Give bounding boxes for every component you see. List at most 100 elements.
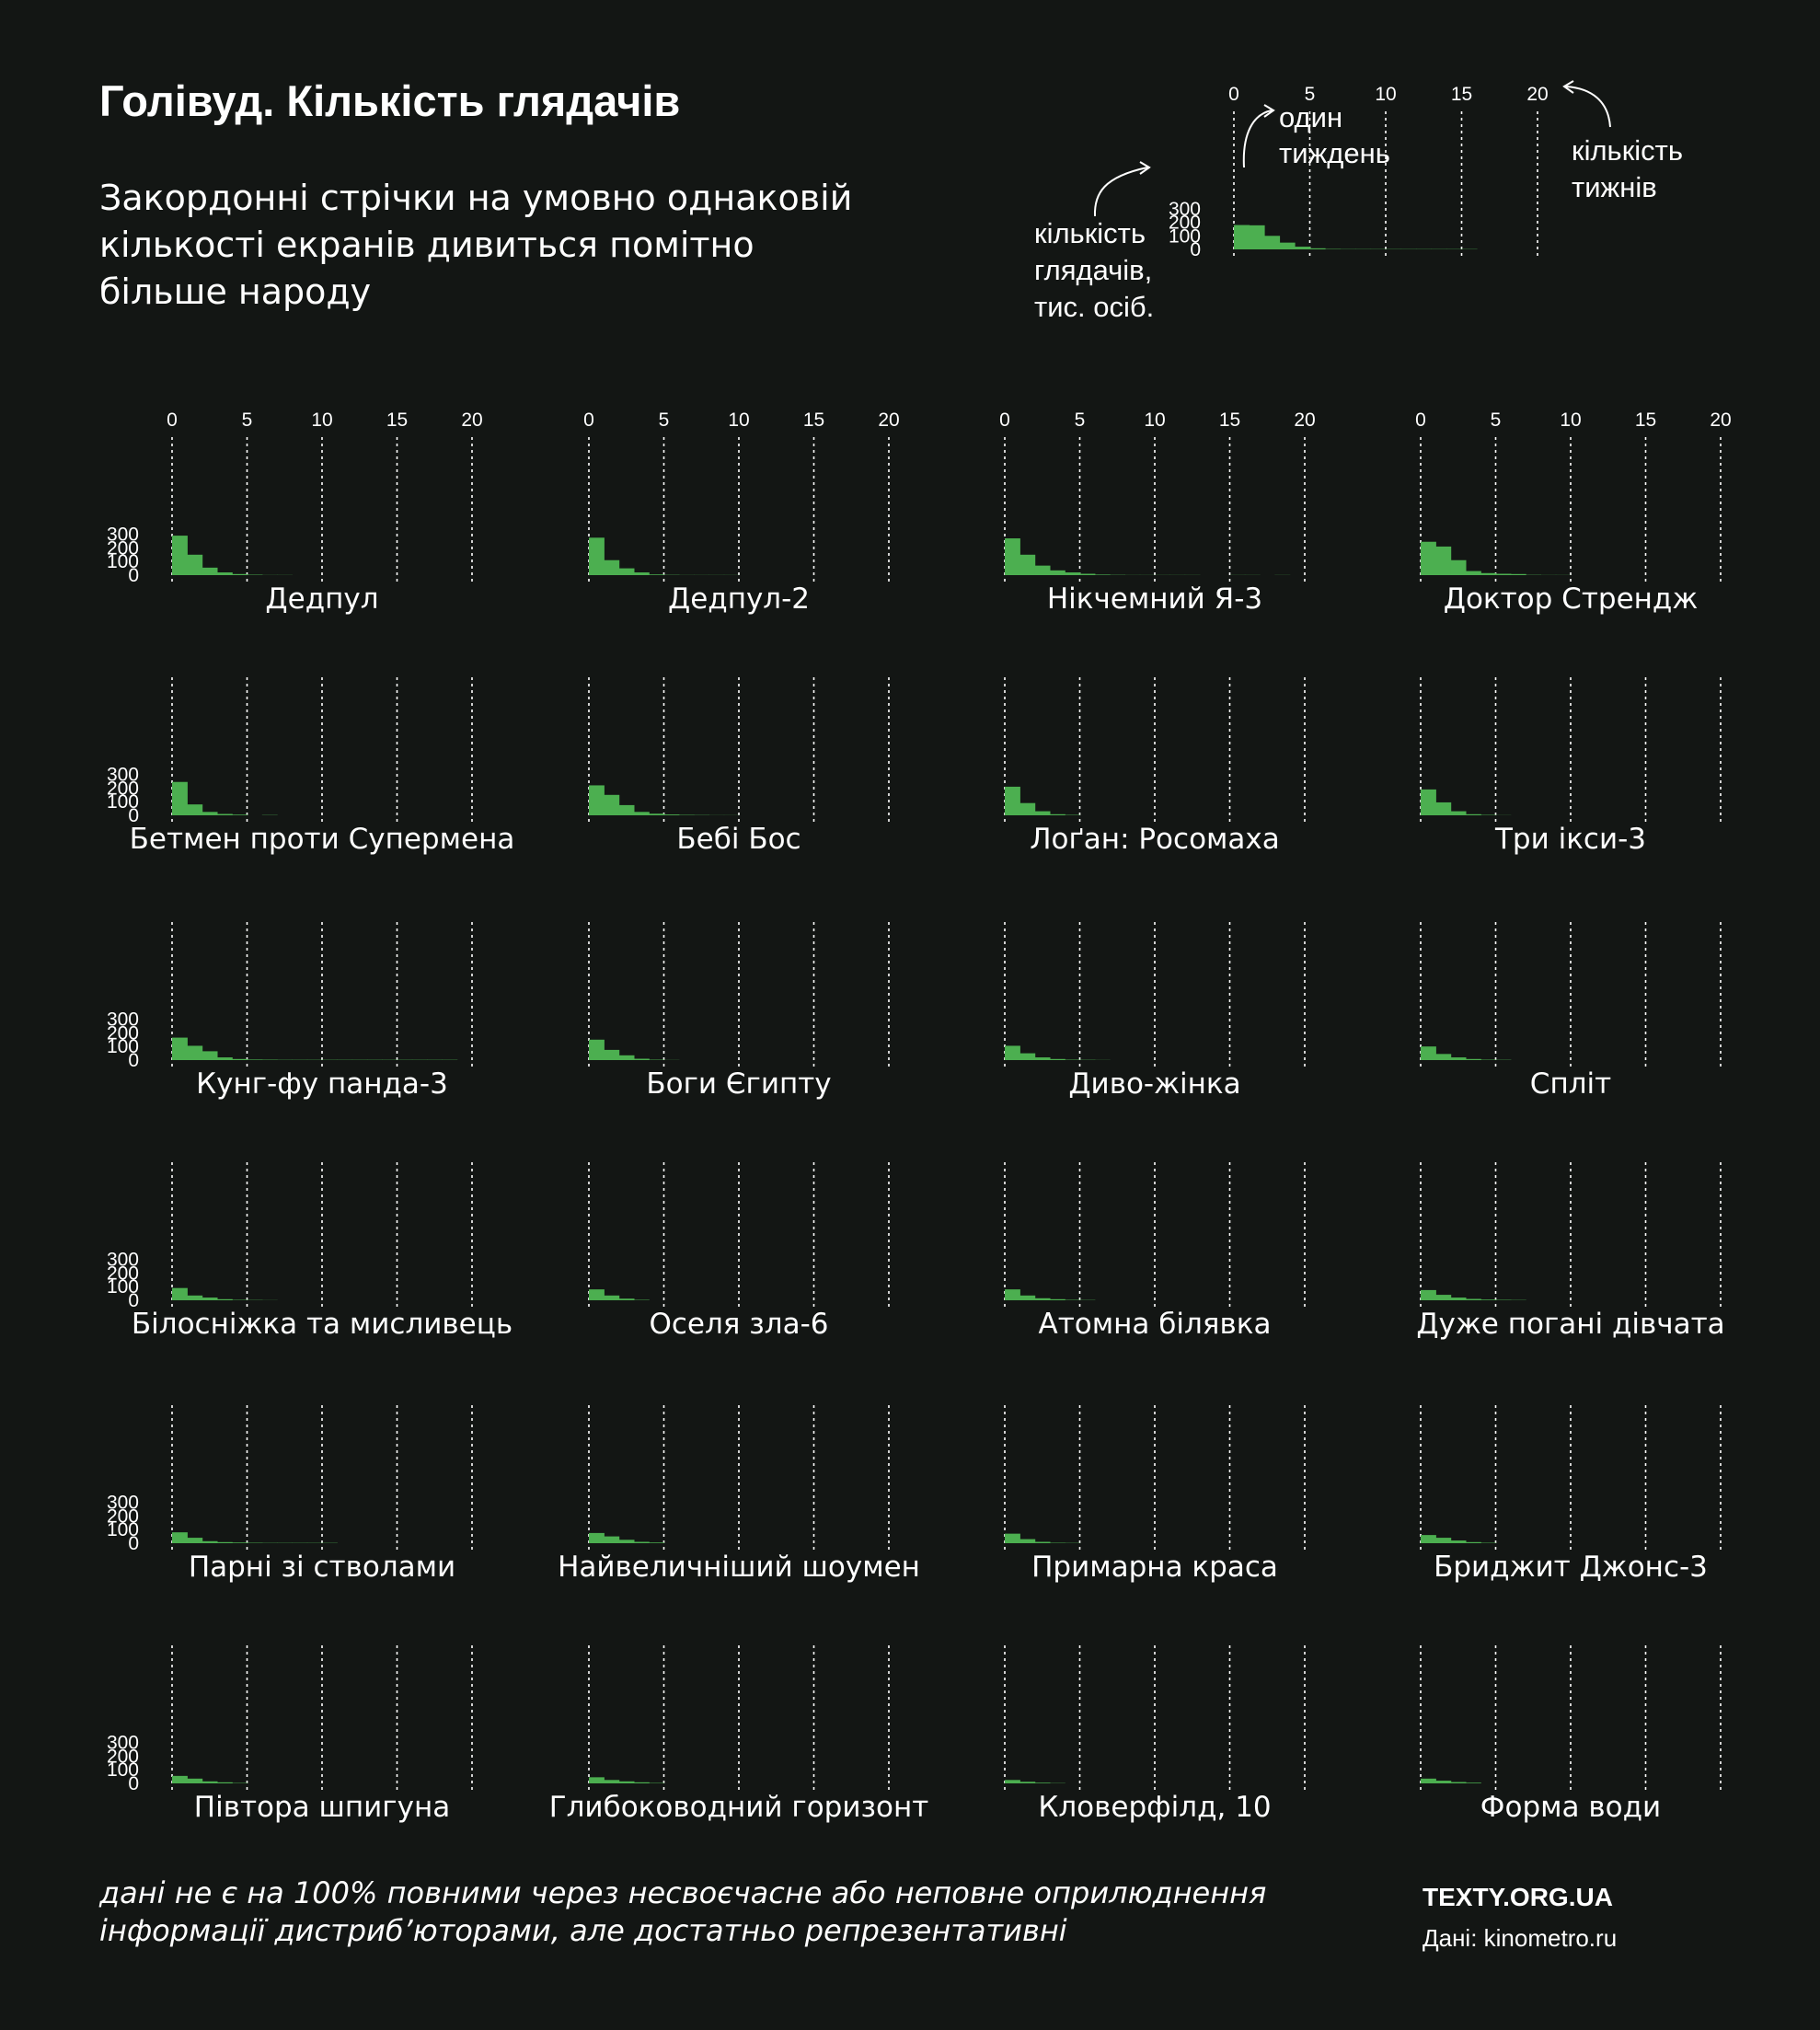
y-tick-label: 300 — [107, 1009, 139, 1031]
panel: Лоґан: Росомаха — [1004, 677, 1306, 856]
bar — [1019, 1782, 1036, 1783]
bar — [202, 1540, 218, 1543]
bar — [1034, 565, 1051, 575]
film-title: Диво-жінка — [1068, 1067, 1240, 1101]
arrow-icon — [1093, 167, 1148, 217]
x-tick-label: 10 — [1560, 409, 1581, 431]
bar — [1495, 573, 1512, 575]
bar — [1480, 1299, 1497, 1300]
bar — [1034, 1057, 1051, 1060]
bar — [663, 814, 680, 815]
panel: Оселя зла-6 — [588, 1162, 890, 1341]
bar — [187, 554, 203, 575]
y-tick-label: 200 — [107, 537, 139, 559]
bar — [633, 812, 650, 815]
film-title: Дедпул — [265, 582, 378, 616]
legend-weeks-count-label: кількість — [1572, 134, 1683, 167]
bar — [1421, 1535, 1436, 1543]
film-title: Найвеличніший шоумен — [558, 1551, 920, 1584]
x-tick-label: 15 — [1451, 84, 1472, 105]
footnote: дані не є на 100% повними через несвоєча… — [99, 1874, 1342, 1950]
y-tick-label: 0 — [128, 1050, 139, 1071]
bar — [649, 813, 665, 815]
x-tick-label: 0 — [583, 409, 594, 431]
bar — [247, 1059, 263, 1060]
bar — [202, 1051, 218, 1060]
bar — [604, 559, 620, 575]
bar — [216, 813, 233, 815]
bar — [1019, 1053, 1036, 1060]
y-tick-label: 0 — [128, 1773, 139, 1794]
film-title: Нікчемний Я-3 — [1047, 582, 1262, 616]
y-tick-label: 300 — [107, 1250, 139, 1271]
bar — [187, 804, 203, 815]
y-tick-label: 200 — [107, 1746, 139, 1767]
bar — [604, 1780, 620, 1783]
panel: Диво-жінка — [1004, 922, 1306, 1101]
bar — [216, 572, 233, 575]
bar — [1049, 570, 1066, 575]
bar — [649, 574, 665, 575]
bar — [604, 1295, 620, 1300]
bar — [1019, 1539, 1036, 1543]
arrow-icon — [1565, 86, 1611, 128]
bar — [1465, 571, 1481, 575]
bar — [1435, 1054, 1452, 1060]
bar — [1450, 559, 1467, 575]
bar — [604, 794, 620, 815]
y-tick-label: 200 — [107, 778, 139, 799]
panel: Дуже погані дівчата — [1416, 1162, 1725, 1341]
x-tick-label: 20 — [878, 409, 899, 431]
bar — [1005, 1045, 1020, 1060]
x-tick-label: 15 — [386, 409, 408, 431]
page-title: Голівуд. Кількість глядачів — [99, 76, 681, 125]
panel: Бриджит Джонс-3 — [1420, 1405, 1722, 1584]
x-tick-label: 20 — [1526, 84, 1548, 105]
subtitle-line: більше народу — [99, 271, 372, 312]
y-tick-label: 200 — [107, 1022, 139, 1044]
bar — [1435, 546, 1452, 575]
x-tick-label: 0 — [1228, 84, 1239, 105]
bar — [1465, 813, 1481, 815]
x-tick-label: 15 — [1219, 409, 1240, 431]
bar — [589, 1039, 605, 1060]
film-title: Примарна краса — [1031, 1551, 1278, 1584]
x-tick-label: 15 — [803, 409, 824, 431]
y-tick-label: 0 — [128, 565, 139, 586]
bar — [1480, 572, 1497, 575]
bar — [1421, 1046, 1436, 1060]
subtitle-line: Закордонні стрічки на умовно однаковій — [99, 178, 853, 218]
bar — [1019, 1295, 1036, 1300]
bar — [1034, 1298, 1051, 1300]
legend-viewers-label: тис. осіб. — [1034, 291, 1154, 323]
bar — [633, 572, 650, 575]
panel: 0 5 10 15 20 Доктор Стрендж — [1415, 409, 1732, 616]
x-tick-label: 10 — [728, 409, 749, 431]
panel: Боги Єгипту — [588, 922, 890, 1101]
bar — [232, 1542, 248, 1543]
bar — [232, 1058, 248, 1060]
bar — [216, 1782, 233, 1783]
bar — [1421, 1289, 1436, 1300]
x-tick-label: 5 — [242, 409, 253, 431]
legend-weeks-count-label: тижнів — [1572, 171, 1657, 203]
panel: Спліт — [1420, 922, 1722, 1101]
bar — [633, 1782, 650, 1783]
bar — [1510, 573, 1526, 575]
panel: 0 5 10 15 20 Дедпул-2 — [583, 409, 900, 616]
bar — [1019, 554, 1036, 575]
bar — [589, 1289, 605, 1300]
arrow-icon — [1139, 161, 1151, 175]
y-tick-label: 300 — [1169, 199, 1201, 220]
x-tick-label: 5 — [1305, 84, 1316, 105]
x-tick-label: 20 — [461, 409, 482, 431]
bar — [1249, 225, 1265, 249]
bar — [187, 1778, 203, 1783]
bar — [202, 1298, 218, 1300]
film-title: Дедпул-2 — [668, 582, 810, 616]
bar — [618, 804, 635, 815]
bar — [216, 1298, 233, 1300]
arrow-icon — [1242, 110, 1273, 168]
